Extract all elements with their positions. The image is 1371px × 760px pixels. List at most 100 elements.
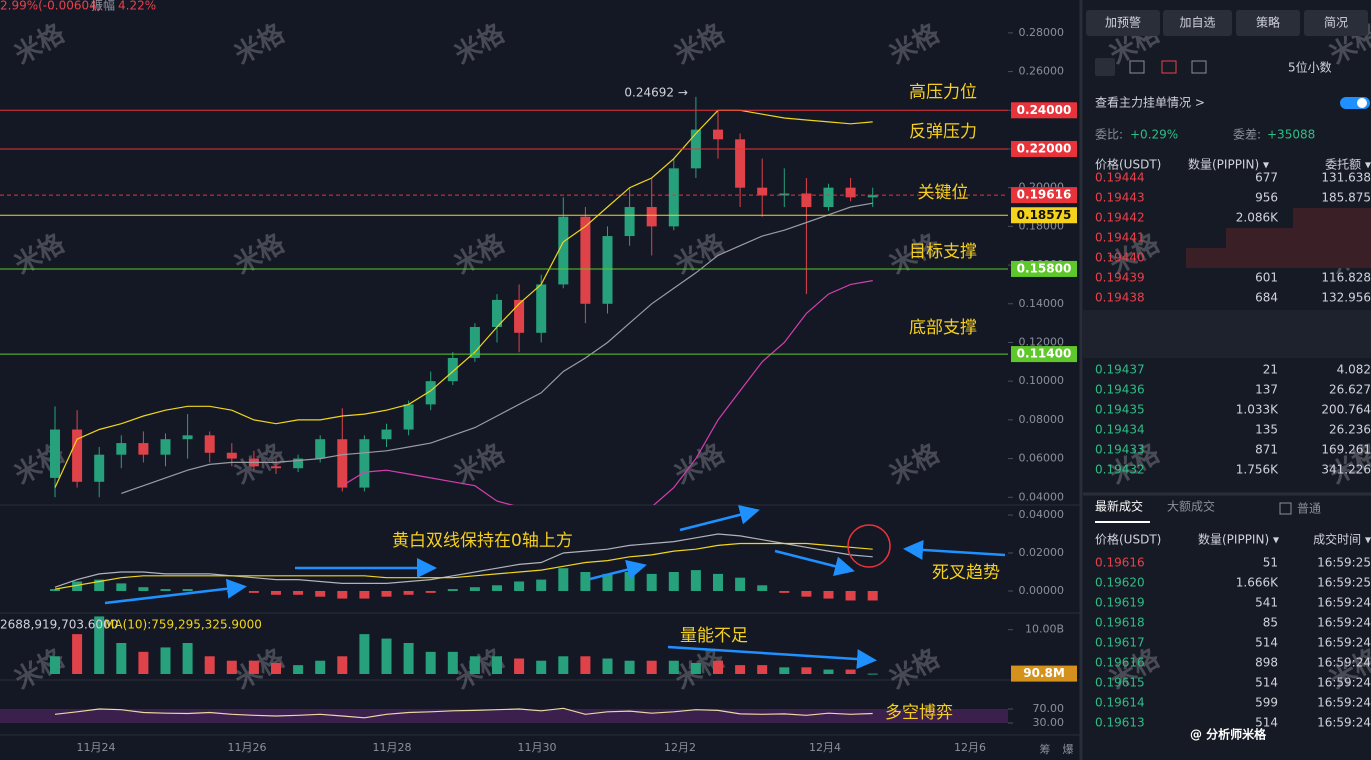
y-tick-label: 0.06000 (1019, 452, 1065, 465)
volume-bar (668, 660, 679, 674)
macd-bar (713, 573, 723, 591)
panel-text: 委比: (1095, 128, 1123, 142)
axis-icon: 筹 (1040, 742, 1051, 756)
tab[interactable]: 大额成交 (1167, 499, 1215, 514)
price: 0.19440 (1095, 251, 1145, 265)
volume-bar (359, 634, 370, 674)
price: 0.19436 (1095, 383, 1145, 397)
col-header: 价格(USDT) (1095, 532, 1161, 547)
button[interactable] (1304, 10, 1368, 36)
volume-bar (94, 616, 105, 674)
amount: 341.226 (1321, 463, 1371, 477)
price: 0.19442 (1095, 211, 1145, 225)
candle-body (160, 439, 171, 455)
line (54, 533, 873, 588)
chart-bg (0, 0, 1080, 760)
icon[interactable] (1191, 60, 1207, 74)
button-label: 加自选 (1179, 16, 1215, 30)
stats: 2.99%(-0.00604) (0, 0, 101, 13)
button[interactable] (1086, 10, 1160, 36)
panel-icons (1083, 58, 1371, 523)
candle-body (72, 429, 83, 482)
amount: 185.875 (1321, 191, 1371, 205)
y-tick-label: 0.10000 (1019, 374, 1065, 387)
button[interactable] (1236, 10, 1300, 36)
annotation: 底部支撑 (909, 318, 977, 338)
candle-body (713, 129, 723, 140)
macd-bar (580, 572, 591, 591)
macd-bar (248, 590, 259, 593)
y-tick-label: 0.14000 (1019, 297, 1065, 310)
annotation: 反弹压力 (909, 122, 977, 142)
y-tick-label: 10.00B (1025, 623, 1064, 636)
volume-bar (646, 660, 657, 674)
col-header: 数量(PIPPIN) ▾ (1198, 532, 1279, 547)
macd-bar (690, 570, 701, 591)
col-header: 价格(USDT) (1095, 157, 1161, 172)
panel-bg (1083, 0, 1371, 760)
tab[interactable]: 最新成交 (1095, 499, 1143, 514)
volume-bar (293, 665, 304, 674)
volume-bar (690, 662, 701, 674)
col-header: 委托额 ▾ (1325, 158, 1371, 172)
checkbox[interactable] (1279, 502, 1292, 515)
level-badge (1011, 260, 1077, 277)
button-label: 策略 (1256, 15, 1280, 30)
y-tick-label: 0.12000 (1019, 335, 1065, 348)
volume-bar (514, 658, 525, 674)
icon[interactable] (1129, 60, 1145, 74)
macd-bar (624, 572, 635, 591)
candle-body (646, 207, 657, 227)
icon[interactable] (1095, 58, 1115, 76)
candle-body (514, 299, 525, 333)
volume-bar (425, 651, 436, 674)
arrows (104, 504, 1006, 670)
depth-bar (1293, 208, 1371, 228)
volume-bar (138, 651, 149, 674)
x-tick-label: 11月26 (228, 741, 267, 754)
volume-bar (50, 656, 60, 674)
y-tick-label: 0.04000 (1019, 508, 1065, 521)
volume-bar (403, 643, 414, 674)
macd-bar (469, 587, 480, 591)
level-badge (1011, 207, 1077, 224)
annotation: 高压力位 (909, 82, 977, 102)
trade-price: 0.19620 (1095, 576, 1145, 590)
trade-time: 16:59:25 (1317, 576, 1371, 590)
trade-price: 0.19614 (1095, 696, 1145, 710)
level-label: 0.18575 (1017, 208, 1072, 222)
macd-bar (447, 589, 458, 591)
volume-bar (779, 667, 790, 674)
candle-body (536, 284, 547, 333)
arrow (903, 539, 1006, 560)
candle-body (735, 139, 746, 188)
col-header: 成交时间 ▾ (1313, 532, 1371, 547)
price: 0.19434 (1095, 423, 1145, 437)
panel-text: 委差: (1233, 128, 1261, 142)
qty: 601 (1255, 271, 1278, 285)
rsi-band (0, 709, 1008, 723)
candle-body (116, 443, 127, 455)
volume-bar (469, 656, 480, 674)
amp-label: 振幅 (91, 0, 115, 13)
button[interactable] (1163, 10, 1232, 36)
button-label: 简况 (1324, 16, 1348, 30)
candle-body (624, 207, 635, 237)
trade-time: 16:59:24 (1317, 656, 1371, 670)
icon[interactable] (1161, 60, 1177, 74)
candle-body (381, 429, 392, 440)
line (121, 202, 873, 494)
volume-bar (381, 638, 392, 674)
macd-bar (801, 590, 812, 597)
y-tick-label: 0.02000 (1019, 546, 1065, 559)
link: 查看主力挂单情况 > (1095, 96, 1205, 110)
amount: 132.956 (1321, 291, 1371, 305)
volume-bar (624, 660, 635, 674)
price: 0.19443 (1095, 191, 1145, 205)
qty: 871 (1255, 443, 1278, 457)
macd-bar (116, 583, 127, 591)
amount: 131.638 (1321, 171, 1371, 185)
trade-price: 0.19615 (1095, 676, 1145, 690)
trade-time: 16:59:24 (1317, 696, 1371, 710)
macd-bar (425, 590, 436, 593)
